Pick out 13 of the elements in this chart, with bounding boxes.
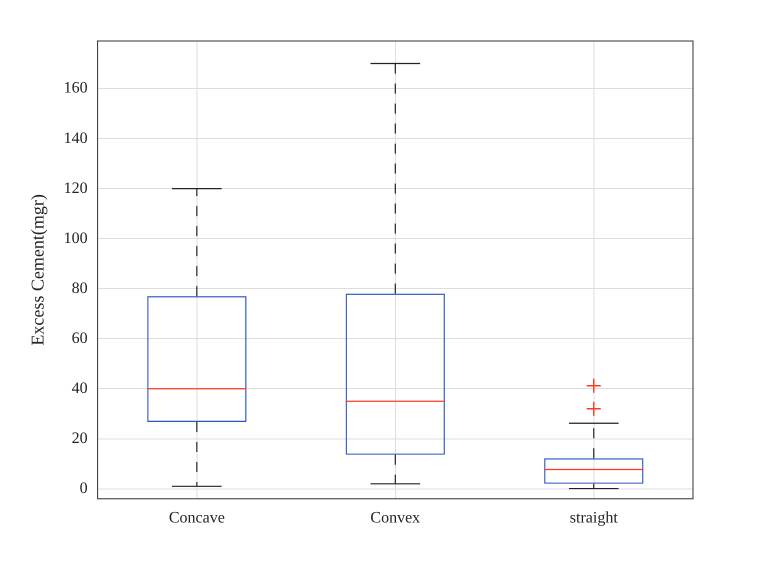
y-tick-label: 20 [72, 430, 88, 447]
y-tick-label: 120 [64, 180, 88, 197]
y-tick-label: 100 [64, 230, 88, 247]
y-axis-title: Excess Cement(mgr) [28, 194, 48, 346]
y-tick-label: 140 [64, 130, 88, 147]
x-tick-label: Convex [370, 510, 420, 527]
x-tick-label: straight [570, 510, 618, 527]
y-tick-label: 0 [80, 480, 88, 497]
y-tick-label: 160 [64, 80, 88, 97]
y-tick-label: 60 [72, 330, 88, 347]
y-tick-label: 80 [72, 280, 88, 297]
y-tick-label: 40 [72, 380, 88, 397]
x-tick-label: Concave [168, 510, 225, 527]
